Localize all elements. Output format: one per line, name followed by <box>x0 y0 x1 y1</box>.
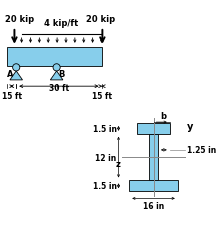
Text: 20 kip: 20 kip <box>5 15 35 24</box>
Text: 16 in: 16 in <box>143 201 164 210</box>
Text: y: y <box>187 122 193 132</box>
Text: 15 ft: 15 ft <box>2 91 22 100</box>
Circle shape <box>13 64 20 72</box>
Text: B: B <box>58 70 65 79</box>
Circle shape <box>53 64 60 72</box>
Text: 12 in: 12 in <box>95 153 117 162</box>
Text: 20 kip: 20 kip <box>86 15 115 24</box>
Bar <box>7 47 102 67</box>
Text: 4 kip/ft: 4 kip/ft <box>44 19 79 28</box>
Text: 1.25 in: 1.25 in <box>187 146 216 155</box>
Bar <box>137 123 170 134</box>
Text: 1.5 in: 1.5 in <box>93 124 117 133</box>
Text: 30 ft: 30 ft <box>49 84 69 93</box>
Bar <box>129 181 178 191</box>
Polygon shape <box>50 72 63 81</box>
Bar <box>149 134 158 181</box>
Text: 15 ft: 15 ft <box>92 91 112 100</box>
Text: z: z <box>115 159 120 168</box>
Text: b: b <box>160 112 166 121</box>
Text: A: A <box>7 70 14 79</box>
Polygon shape <box>10 72 23 81</box>
Text: 1.5 in: 1.5 in <box>93 182 117 191</box>
